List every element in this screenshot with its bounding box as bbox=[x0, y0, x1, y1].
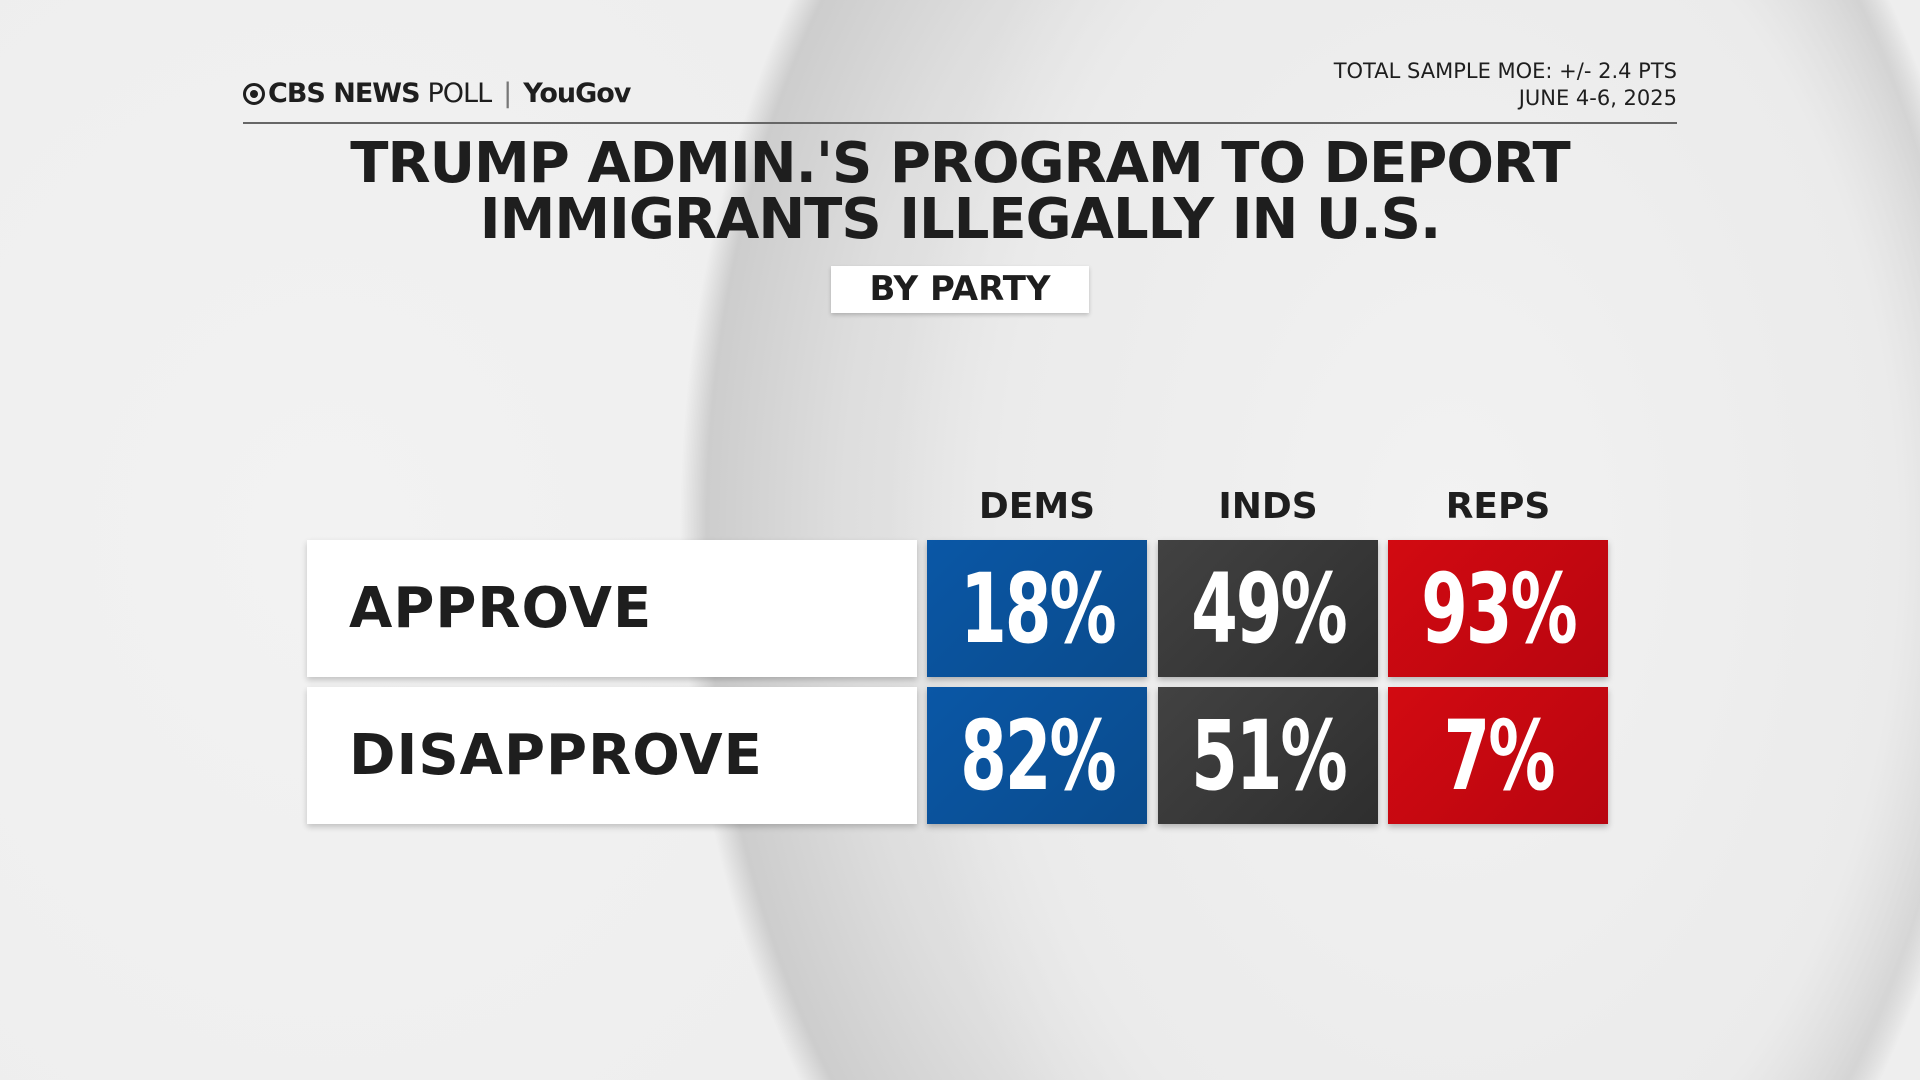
value-label: 82% bbox=[959, 699, 1117, 812]
row-label-disapprove: DISAPPROVE bbox=[307, 687, 917, 824]
partner: YouGov bbox=[523, 78, 631, 109]
value-label: 49% bbox=[1190, 552, 1348, 665]
row-label-approve: APPROVE bbox=[307, 540, 917, 677]
title-line-1: TRUMP ADMIN.'S PROGRAM TO DEPORT bbox=[350, 131, 1570, 196]
dates: JUNE 4-6, 2025 bbox=[1518, 86, 1677, 110]
subtitle-badge: BY PARTY bbox=[831, 266, 1089, 313]
column-header-reps: REPS bbox=[1445, 486, 1551, 527]
chart-title: TRUMP ADMIN.'S PROGRAM TO DEPORT IMMIGRA… bbox=[0, 136, 1920, 248]
cell-approve-dems: 18% bbox=[927, 540, 1147, 677]
cbs-eye-icon bbox=[243, 82, 265, 105]
logo-separator: | bbox=[503, 78, 512, 109]
cell-approve-inds: 49% bbox=[1158, 540, 1378, 677]
value-label: 93% bbox=[1420, 552, 1578, 665]
value-label: 18% bbox=[959, 552, 1117, 665]
column-header-inds: INDS bbox=[1218, 486, 1318, 527]
cell-disapprove-dems: 82% bbox=[927, 687, 1147, 824]
cbs-yougov-logo: CBS NEWS POLL | YouGov bbox=[243, 78, 631, 109]
cell-disapprove-reps: 7% bbox=[1388, 687, 1608, 824]
poll-label: POLL bbox=[427, 78, 493, 109]
cell-disapprove-inds: 51% bbox=[1158, 687, 1378, 824]
poll-meta: TOTAL SAMPLE MOE: +/- 2.4 PTS JUNE 4-6, … bbox=[1334, 58, 1677, 112]
value-label: 51% bbox=[1190, 699, 1348, 812]
divider bbox=[243, 122, 1677, 124]
moe: TOTAL SAMPLE MOE: +/- 2.4 PTS bbox=[1333, 59, 1677, 83]
title-line-2: IMMIGRANTS ILLEGALLY IN U.S. bbox=[479, 187, 1441, 252]
value-label: 7% bbox=[1443, 699, 1555, 812]
brand: CBS NEWS bbox=[268, 78, 421, 109]
cell-approve-reps: 93% bbox=[1388, 540, 1608, 677]
column-header-dems: DEMS bbox=[978, 486, 1096, 527]
